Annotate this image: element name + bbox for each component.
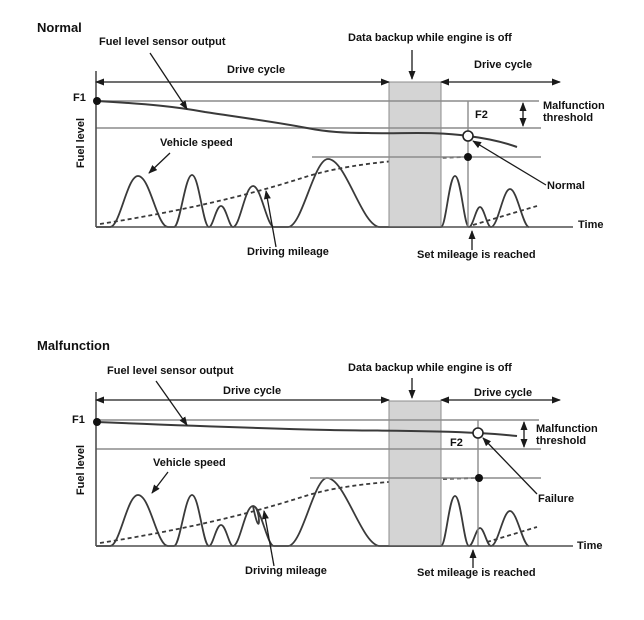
malfunction-fuel-level-axis-label: Fuel level: [75, 444, 87, 496]
malfunction-driving-mileage-leader-arrow: [261, 510, 275, 567]
malfunction-driving-mileage-restart-curve: [486, 526, 538, 543]
normal-vehicle-speed-curve: [96, 158, 530, 228]
normal-fuel-level-axis-label: Fuel level: [75, 117, 87, 169]
normal-driving-mileage-leader-arrow: [263, 190, 277, 248]
normal-vehicle-speed-leader-arrow: [148, 152, 171, 174]
malfunction-set-mileage-label: Set mileage is reached: [417, 567, 536, 579]
malfunction-vehicle-speed-label: Vehicle speed: [153, 457, 226, 469]
malfunction-vehicle-speed-curve: [96, 477, 530, 547]
malfunction-f1-point: [93, 418, 101, 426]
normal-drive-cycle-right-label: Drive cycle: [474, 59, 533, 71]
normal-drive-cycle-left-label: Drive cycle: [227, 64, 286, 76]
malfunction-result-leader-arrow: [482, 437, 538, 495]
malfunction-mileage-point: [475, 474, 483, 482]
malfunction-result-label: Failure: [538, 493, 575, 505]
normal-result-leader-arrow: [472, 140, 547, 186]
normal-result-label: Normal: [547, 180, 585, 192]
normal-time-label: Time: [578, 219, 604, 231]
malfunction-f2-point: [472, 427, 484, 439]
normal-vehicle-speed-label: Vehicle speed: [160, 137, 233, 149]
malfunction-threshold-label-line2: threshold: [536, 435, 587, 447]
normal-threshold-label: Malfunction threshold: [543, 100, 605, 124]
malfunction-title: Malfunction: [37, 338, 110, 353]
malfunction-panel-geometry: [93, 378, 573, 568]
normal-f1-label: F1: [73, 92, 86, 104]
normal-f2-label: F2: [475, 109, 488, 121]
malfunction-driving-mileage-curve: [99, 477, 476, 544]
normal-data-backup-label: Data backup while engine is off: [348, 32, 512, 44]
malfunction-fuel-sensor-label: Fuel level sensor output: [107, 365, 234, 377]
malfunction-vehicle-speed-leader-arrow: [151, 471, 169, 494]
malfunction-threshold-label: Malfunction threshold: [536, 423, 598, 447]
normal-fuel-sensor-leader-arrow: [149, 52, 188, 110]
malfunction-fuel-level-curve: [96, 421, 518, 437]
malfunction-drive-cycle-left-label: Drive cycle: [223, 385, 282, 397]
normal-panel-geometry: [93, 50, 573, 250]
malfunction-threshold-label-line1: Malfunction: [536, 423, 598, 435]
malfunction-driving-mileage-label: Driving mileage: [245, 565, 327, 577]
normal-f2-point: [462, 130, 474, 142]
malfunction-time-label: Time: [577, 540, 603, 552]
normal-data-backup-box: [388, 81, 442, 228]
normal-title: Normal: [37, 20, 82, 35]
malfunction-drive-cycle-right-label: Drive cycle: [474, 387, 533, 399]
normal-driving-mileage-label: Driving mileage: [247, 246, 329, 258]
normal-fuel-sensor-label: Fuel level sensor output: [99, 36, 226, 48]
malfunction-f1-label: F1: [72, 414, 85, 426]
malfunction-data-backup-label: Data backup while engine is off: [348, 362, 512, 374]
normal-set-mileage-label: Set mileage is reached: [417, 249, 536, 261]
normal-f1-point: [93, 97, 101, 105]
normal-threshold-label-line1: Malfunction: [543, 100, 605, 112]
malfunction-data-backup-box: [388, 400, 442, 547]
malfunction-fuel-sensor-leader-arrow: [155, 380, 188, 426]
normal-mileage-point: [464, 153, 472, 161]
malfunction-f2-label: F2: [450, 437, 463, 449]
normal-threshold-label-line2: threshold: [543, 112, 594, 124]
